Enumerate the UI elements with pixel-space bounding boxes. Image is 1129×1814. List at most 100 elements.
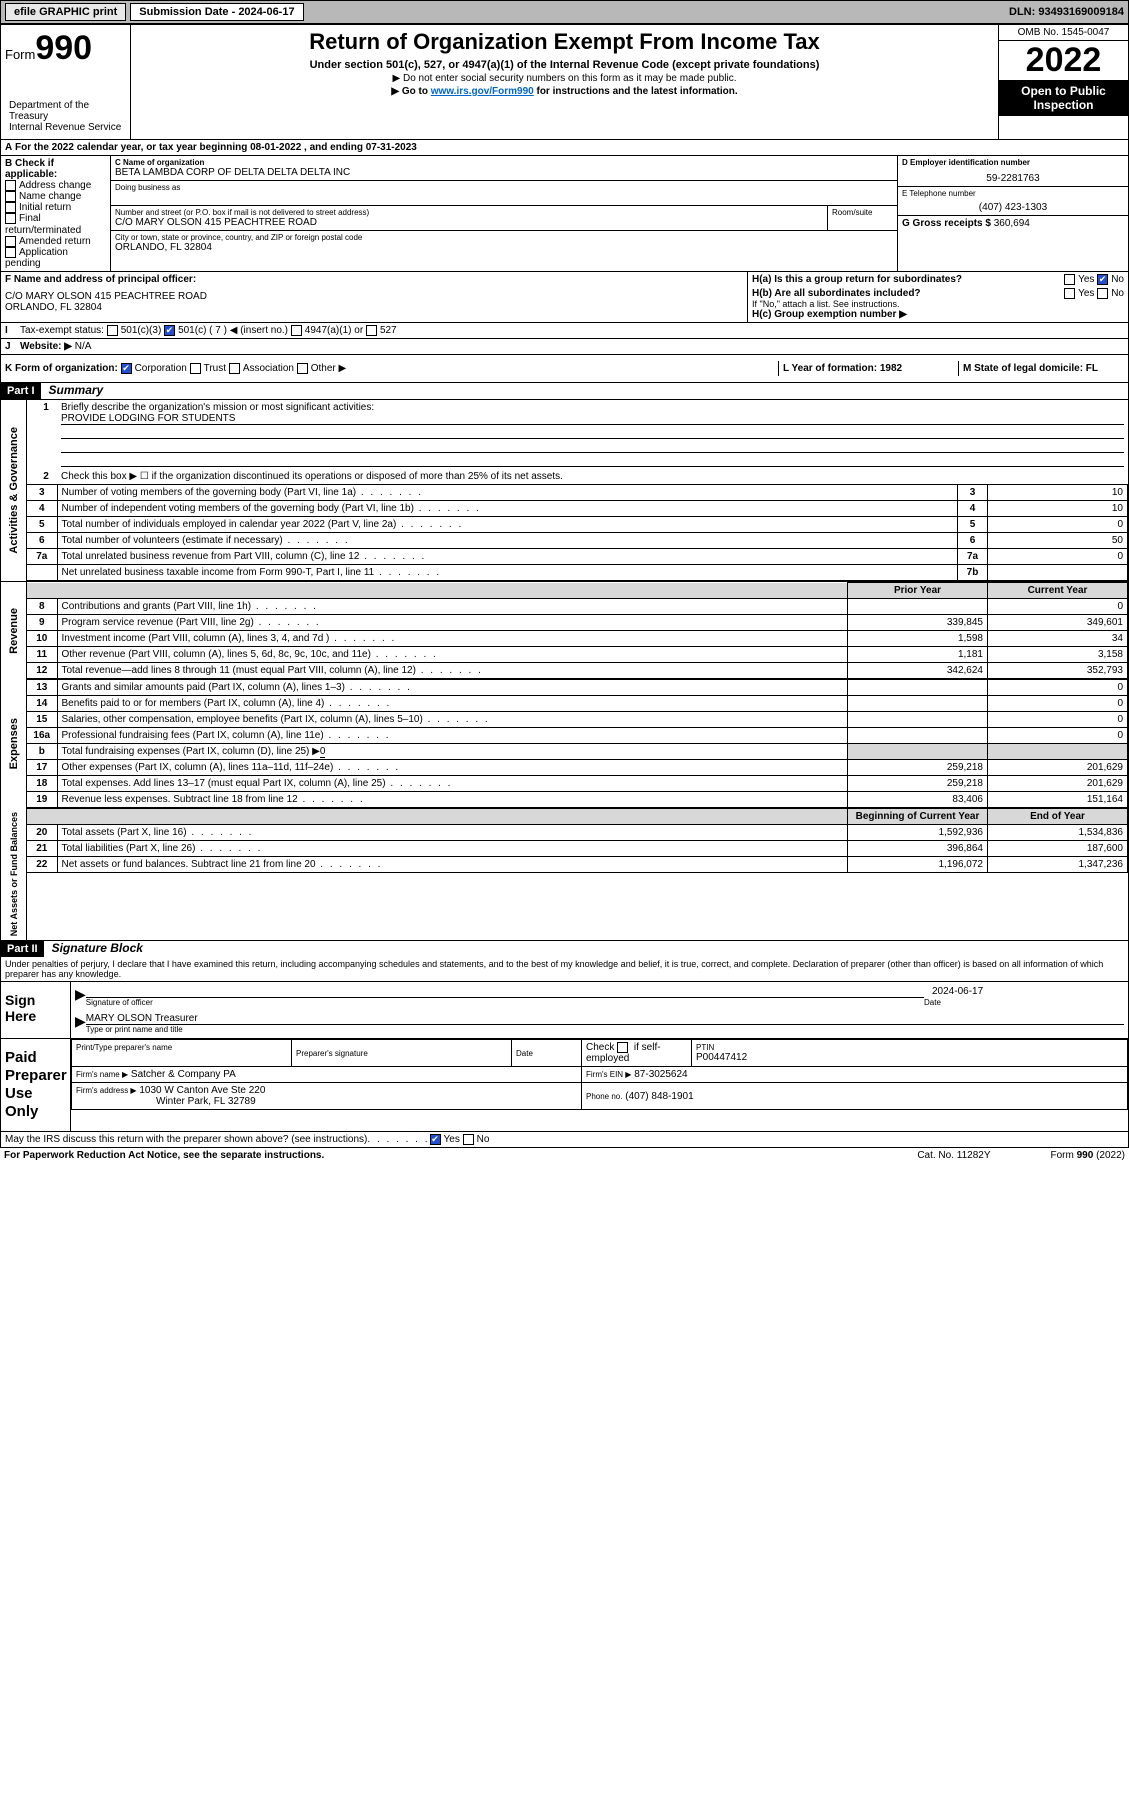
k-label: K Form of organization:: [5, 363, 118, 374]
chk-527[interactable]: [366, 325, 377, 336]
table-row: 19 Revenue less expenses. Subtract line …: [27, 792, 1128, 808]
table-row: 9 Program service revenue (Part VIII, li…: [27, 615, 1128, 631]
subtitle-2: ▶ Do not enter social security numbers o…: [135, 73, 994, 84]
gov-row: 3 Number of voting members of the govern…: [27, 485, 1128, 501]
vlabel-net: Net Assets or Fund Balances: [7, 808, 21, 940]
part1-body: Activities & Governance 1 Briefly descri…: [0, 400, 1129, 581]
arrow-icon-2: ▶: [75, 1013, 86, 1034]
section-ij: I Tax-exempt status: 501(c)(3) 501(c) ( …: [0, 322, 1129, 338]
b-application-pending[interactable]: Application pending: [5, 247, 106, 269]
prep-date-label: Date: [516, 1049, 577, 1058]
firm-addr-label: Firm's address ▶: [76, 1086, 137, 1095]
irs-link[interactable]: www.irs.gov/Form990: [431, 86, 534, 97]
chk-assoc[interactable]: [229, 363, 240, 374]
sig-date-label: Date: [924, 998, 1124, 1007]
part1-title: Summary: [41, 383, 104, 399]
subtitle-1: Under section 501(c), 527, or 4947(a)(1)…: [135, 59, 994, 71]
chk-4947[interactable]: [291, 325, 302, 336]
vlabel-governance: Activities & Governance: [6, 423, 22, 558]
may-irs-no[interactable]: [463, 1134, 474, 1145]
form-number: 990: [35, 29, 92, 67]
line1-mission: PROVIDE LODGING FOR STUDENTS: [61, 413, 1124, 425]
table-row: 10 Investment income (Part VIII, column …: [27, 631, 1128, 647]
declaration-text: Under penalties of perjury, I declare th…: [0, 957, 1129, 982]
col-current: Current Year: [988, 583, 1128, 599]
may-irs-row: May the IRS discuss this return with the…: [0, 1131, 1129, 1148]
table-row: 15 Salaries, other compensation, employe…: [27, 712, 1128, 728]
c-label: C Name of organization: [115, 158, 893, 167]
street-address: C/O MARY OLSON 415 PEACHTREE ROAD: [115, 217, 823, 228]
addr-label: Number and street (or P.O. box if mail i…: [115, 208, 823, 217]
efile-graphic-button[interactable]: efile GRAPHIC print: [5, 3, 126, 21]
city-state-zip: ORLANDO, FL 32804: [115, 242, 893, 253]
firm-phone: (407) 848-1901: [625, 1091, 693, 1102]
firm-ein-label: Firm's EIN ▶: [586, 1070, 631, 1079]
tax-year: 2022: [999, 41, 1128, 80]
paid-preparer-label: Paid Preparer Use Only: [1, 1039, 71, 1131]
table-row: 11 Other revenue (Part VIII, column (A),…: [27, 647, 1128, 663]
line-num-1: 1: [31, 402, 61, 467]
chk-trust[interactable]: [190, 363, 201, 374]
dba-label: Doing business as: [115, 183, 893, 192]
omb-number: OMB No. 1545-0047: [999, 25, 1128, 41]
firm-name-label: Firm's name ▶: [76, 1070, 128, 1079]
prep-name-label: Print/Type preparer's name: [76, 1043, 287, 1052]
table-row: 17 Other expenses (Part IX, column (A), …: [27, 760, 1128, 776]
paperwork-notice: For Paperwork Reduction Act Notice, see …: [4, 1150, 324, 1161]
org-name: BETA LAMBDA CORP OF DELTA DELTA DELTA IN…: [115, 167, 893, 178]
chk-501c3[interactable]: [107, 325, 118, 336]
b-label: B Check if applicable:: [5, 158, 106, 180]
gov-row: 5 Total number of individuals employed i…: [27, 517, 1128, 533]
g-label: G Gross receipts $: [902, 218, 991, 229]
gov-table: 3 Number of voting members of the govern…: [27, 484, 1128, 581]
revenue-section: Revenue Prior Year Current Year 8 Contri…: [0, 581, 1129, 679]
col-prior: Prior Year: [848, 583, 988, 599]
b-address-change[interactable]: Address change: [5, 180, 106, 191]
section-klm: K Form of organization: Corporation Trus…: [0, 355, 1129, 383]
net-assets-section: Net Assets or Fund Balances Beginning of…: [0, 808, 1129, 940]
gov-row: 6 Total number of volunteers (estimate i…: [27, 533, 1128, 549]
part2-badge: Part II: [1, 941, 44, 957]
chk-corp[interactable]: [121, 363, 132, 374]
section-fh: F Name and address of principal officer:…: [0, 271, 1129, 322]
table-row: 22 Net assets or fund balances. Subtract…: [27, 857, 1128, 873]
e-label: E Telephone number: [902, 189, 1124, 198]
subtitle-3: ▶ Go to www.irs.gov/Form990 for instruct…: [135, 86, 994, 97]
chk-other[interactable]: [297, 363, 308, 374]
table-row: 16a Professional fundraising fees (Part …: [27, 728, 1128, 744]
exp-table: 13 Grants and similar amounts paid (Part…: [27, 679, 1128, 808]
ein: 59-2281763: [902, 173, 1124, 184]
b-name-change[interactable]: Name change: [5, 191, 106, 202]
form-header: Form990 Department of the TreasuryIntern…: [0, 24, 1129, 140]
phone: (407) 423-1303: [902, 202, 1124, 213]
may-irs-yes[interactable]: [430, 1134, 441, 1145]
table-row: 14 Benefits paid to or for members (Part…: [27, 696, 1128, 712]
ptin: P00447412: [696, 1052, 1123, 1063]
sign-here-row: Sign Here ▶ 2024-06-17 Signature of offi…: [0, 982, 1129, 1038]
sign-here-label: Sign Here: [1, 982, 71, 1038]
b-initial-return[interactable]: Initial return: [5, 202, 106, 213]
gov-row: Net unrelated business taxable income fr…: [27, 565, 1128, 581]
line2-text: Check this box ▶ ☐ if the organization d…: [61, 471, 1124, 482]
form-footer: Form 990 (2022): [1051, 1150, 1125, 1161]
section-bcdeg: B Check if applicable: Address change Na…: [0, 156, 1129, 271]
table-row: 8 Contributions and grants (Part VIII, l…: [27, 599, 1128, 615]
check-self-employed[interactable]: Check if self-employed: [582, 1040, 692, 1067]
table-row: 20 Total assets (Part X, line 16) 1,592,…: [27, 825, 1128, 841]
gov-row: 7a Total unrelated business revenue from…: [27, 549, 1128, 565]
chk-501c[interactable]: [164, 325, 175, 336]
b-amended[interactable]: Amended return: [5, 236, 106, 247]
table-row: 21 Total liabilities (Part X, line 26) 3…: [27, 841, 1128, 857]
b-final-return[interactable]: Final return/terminated: [5, 213, 106, 235]
f-label: F Name and address of principal officer:: [5, 274, 743, 285]
i-label: Tax-exempt status:: [20, 325, 104, 336]
firm-ein: 87-3025624: [634, 1069, 687, 1080]
firm-addr2: Winter Park, FL 32789: [76, 1096, 256, 1107]
section-j: J Website: ▶ N/A: [0, 338, 1129, 355]
d-label: D Employer identification number: [902, 158, 1124, 167]
part2-title: Signature Block: [44, 941, 143, 957]
website: N/A: [75, 341, 92, 352]
rev-table: Prior Year Current Year 8 Contributions …: [27, 582, 1128, 679]
net-table: Beginning of Current Year End of Year 20…: [27, 808, 1128, 873]
part2-header: Part II Signature Block: [0, 940, 1129, 957]
